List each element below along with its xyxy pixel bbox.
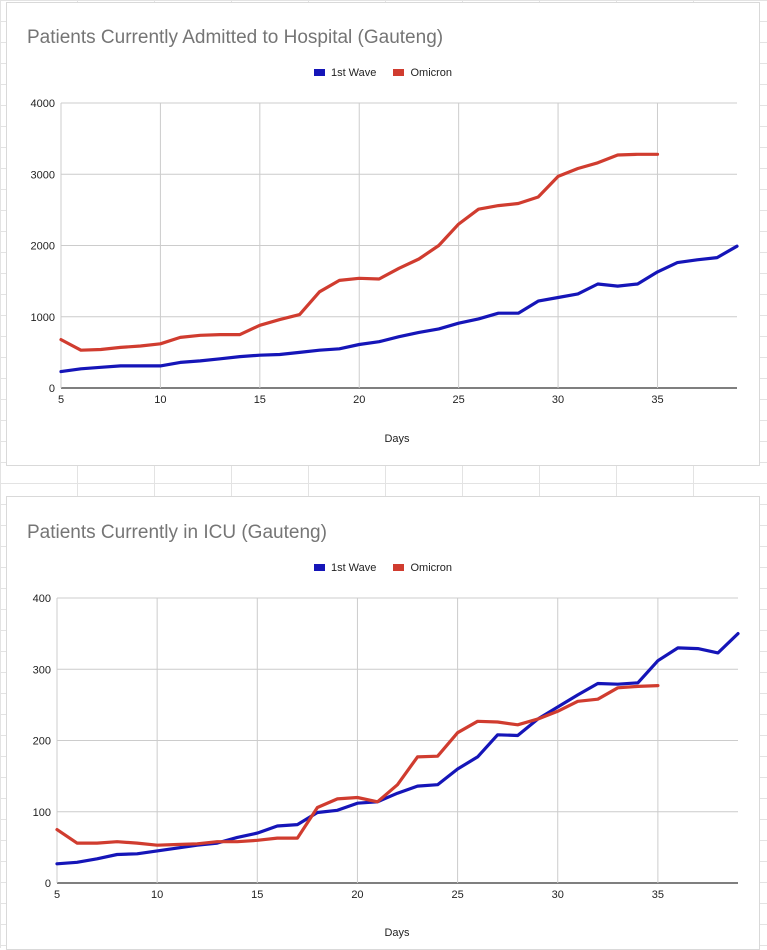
- y-tick-label: 0: [49, 383, 55, 395]
- chart-legend: 1st Wave Omicron: [7, 67, 759, 79]
- x-tick-label: 5: [58, 394, 64, 406]
- x-tick-label: 30: [552, 889, 564, 901]
- hospital-admissions-chart[interactable]: Patients Currently Admitted to Hospital …: [6, 2, 760, 466]
- legend-swatch-omicron: [393, 563, 405, 571]
- y-tick-label: 200: [33, 736, 51, 748]
- y-tick-label: 300: [33, 664, 51, 676]
- x-tick-label: 10: [154, 394, 166, 406]
- legend-item-first-wave[interactable]: 1st Wave: [313, 562, 377, 575]
- x-tick-label: 15: [251, 889, 263, 901]
- legend-swatch-first-wave: [313, 563, 325, 571]
- x-tick-label: 20: [351, 889, 363, 901]
- legend-item-first-wave[interactable]: 1st Wave: [313, 67, 377, 80]
- undefined: [55, 684, 660, 847]
- x-tick-label: 15: [254, 394, 266, 406]
- chart-title: Patients Currently in ICU (Gauteng): [27, 522, 327, 543]
- x-tick-label: 10: [151, 889, 163, 901]
- undefined: [59, 244, 739, 374]
- x-axis-title: Days: [384, 433, 410, 445]
- x-tick-label: 30: [552, 394, 564, 406]
- chart-title: Patients Currently Admitted to Hospital …: [27, 27, 444, 48]
- chart-legend: 1st Wave Omicron: [7, 562, 759, 574]
- legend-swatch-first-wave: [313, 68, 325, 76]
- x-tick-label: 35: [652, 889, 664, 901]
- legend-label-omicron: Omicron: [410, 67, 453, 80]
- y-tick-label: 1000: [31, 312, 55, 324]
- x-tick-label: 5: [54, 889, 60, 901]
- y-tick-label: 3000: [31, 169, 55, 181]
- x-tick-label: 20: [353, 394, 365, 406]
- legend-label-first-wave: 1st Wave: [330, 562, 377, 575]
- icu-patients-chart[interactable]: Patients Currently in ICU (Gauteng) 1st …: [6, 496, 760, 950]
- legend-item-omicron[interactable]: Omicron: [393, 67, 452, 79]
- undefined: [59, 152, 660, 352]
- y-tick-label: 4000: [31, 98, 55, 110]
- x-axis-title: Days: [384, 927, 410, 939]
- x-tick-label: 25: [451, 889, 463, 901]
- undefined: [55, 632, 740, 866]
- y-tick-label: 0: [45, 878, 51, 890]
- plot-area: 0 100 200 300 400 5 10 15 20 25 30 35: [33, 593, 740, 901]
- y-tick-label: 2000: [31, 241, 55, 253]
- x-tick-label: 35: [651, 394, 663, 406]
- x-tick-label: 25: [453, 394, 465, 406]
- y-tick-label: 100: [33, 807, 51, 819]
- y-tick-label: 400: [33, 593, 51, 605]
- legend-label-first-wave: 1st Wave: [330, 67, 377, 80]
- legend-swatch-omicron: [393, 68, 405, 76]
- legend-label-omicron: Omicron: [410, 562, 453, 575]
- plot-area: 0 1000 2000 3000 4000 5 10 15 20 25 30 35: [31, 98, 739, 406]
- legend-item-omicron[interactable]: Omicron: [393, 562, 452, 574]
